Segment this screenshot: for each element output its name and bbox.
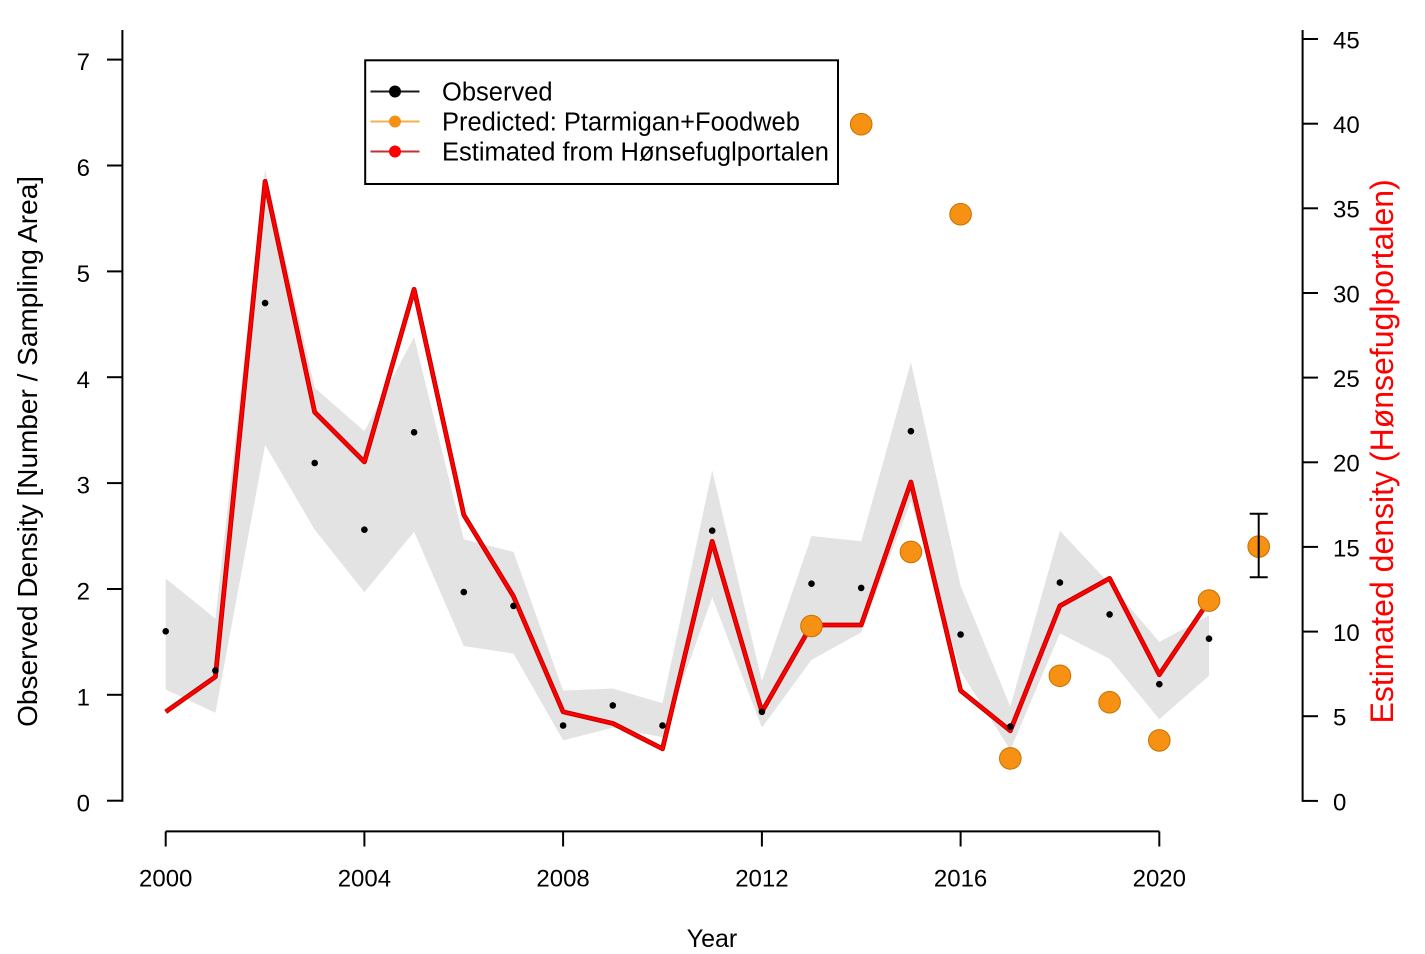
svg-text:Predicted: Ptarmigan+Foodweb: Predicted: Ptarmigan+Foodweb [442,108,800,136]
svg-text:Estimated from Hønsefuglportal: Estimated from Hønsefuglportalen [442,138,829,166]
svg-text:2: 2 [77,579,90,606]
svg-text:25: 25 [1333,366,1360,393]
svg-text:20: 20 [1333,451,1360,478]
svg-text:2004: 2004 [338,866,391,893]
svg-text:0: 0 [77,790,90,817]
svg-text:7: 7 [77,49,90,76]
svg-text:Observed: Observed [442,78,553,106]
svg-text:2008: 2008 [536,866,589,893]
svg-text:2016: 2016 [934,866,987,893]
svg-text:6: 6 [77,155,90,182]
svg-text:5: 5 [77,261,90,288]
svg-text:2012: 2012 [735,866,788,893]
svg-text:0: 0 [1333,789,1346,816]
svg-text:30: 30 [1333,281,1360,308]
svg-text:Year: Year [687,925,738,953]
svg-text:Estimated density (Hønsefuglpo: Estimated density (Hønsefuglportalen) [1364,179,1400,723]
svg-text:3: 3 [77,473,90,500]
svg-text:10: 10 [1333,620,1360,647]
svg-text:1: 1 [77,684,90,711]
svg-text:2020: 2020 [1133,866,1186,893]
svg-text:4: 4 [77,367,90,394]
svg-text:5: 5 [1333,705,1346,732]
svg-text:45: 45 [1333,27,1360,54]
svg-text:40: 40 [1333,112,1360,139]
svg-text:15: 15 [1333,535,1360,562]
svg-text:Observed Density [Number / Sam: Observed Density [Number / Sampling Area… [12,176,43,727]
svg-text:2000: 2000 [139,866,192,893]
svg-text:35: 35 [1333,197,1360,224]
